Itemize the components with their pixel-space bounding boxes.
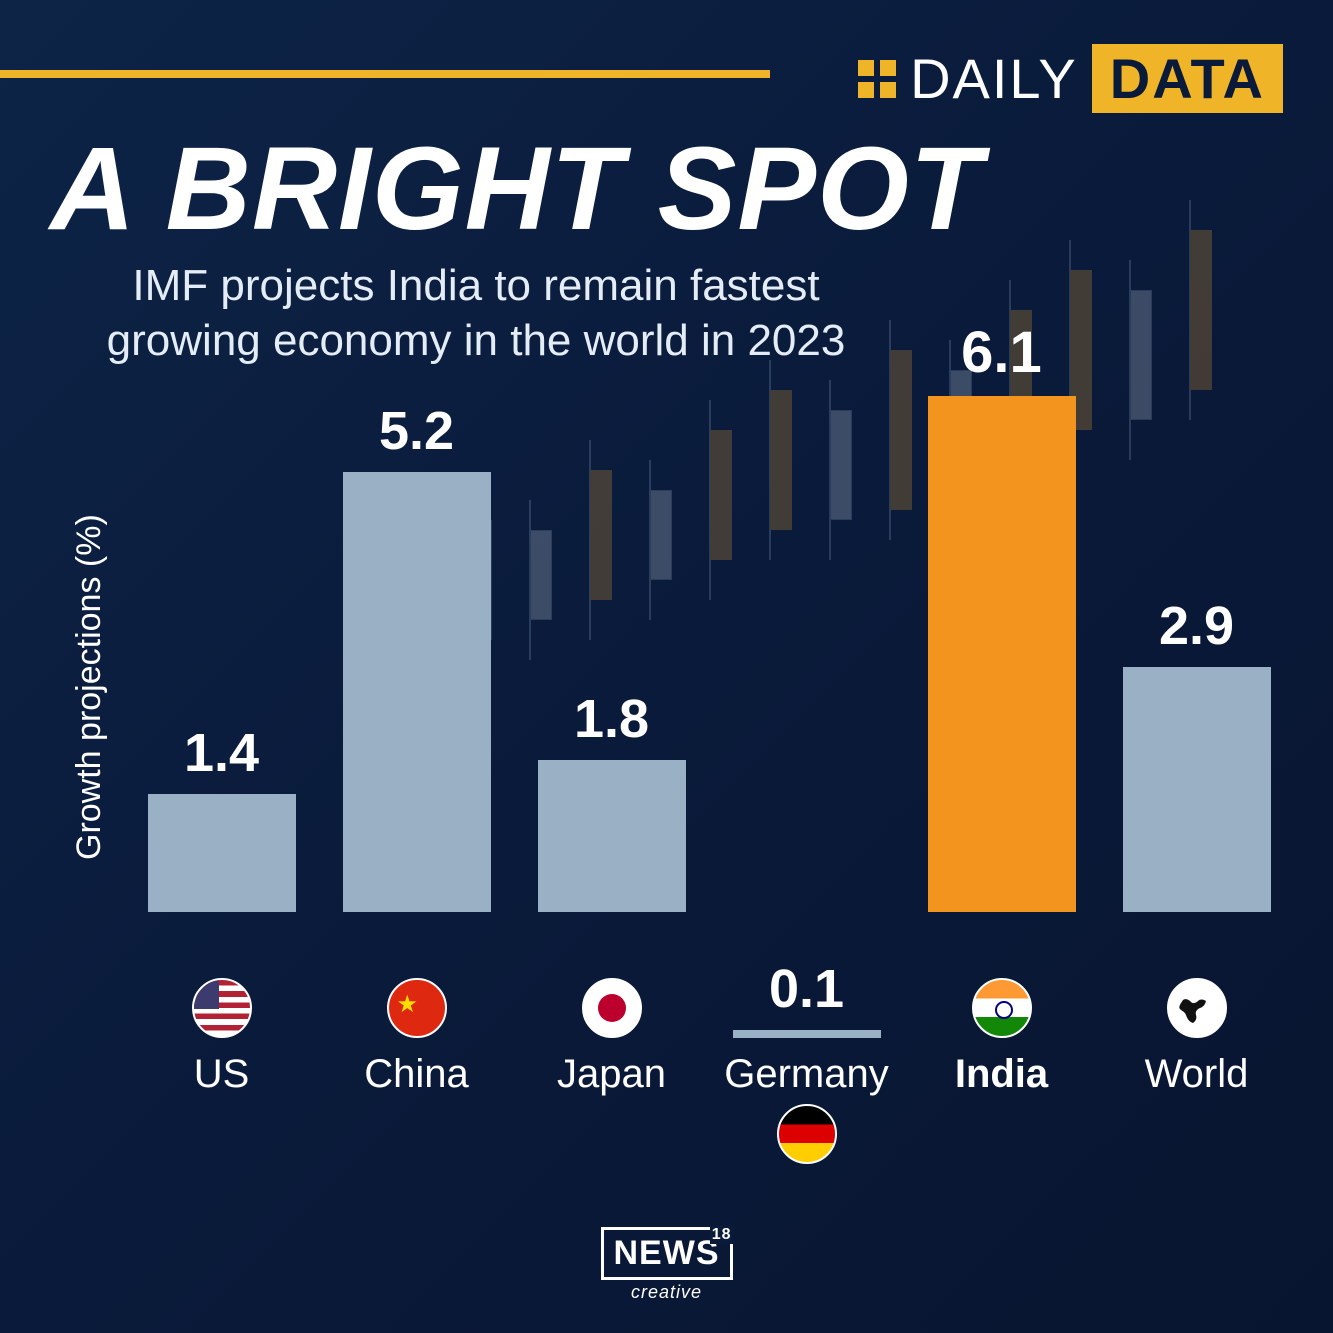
footer-logo-main: NEWS <box>614 1234 720 1272</box>
bar-value: 0.1 <box>769 958 844 1020</box>
bar-value: 6.1 <box>961 319 1042 386</box>
bar-germany: 0.1Germany <box>729 958 884 1038</box>
bar-china: 5.2China <box>339 400 494 1038</box>
bar-rect <box>148 794 296 912</box>
bar-rect <box>733 1030 881 1038</box>
bar-rect <box>538 760 686 912</box>
bar-label: US <box>194 1052 250 1097</box>
subtitle: IMF projects India to remain fastest gro… <box>86 258 866 368</box>
bar-value: 1.4 <box>184 722 259 784</box>
bar-label: World <box>1145 1052 1249 1097</box>
in-flag-icon <box>972 978 1032 1038</box>
bar-japan: 1.8Japan <box>534 688 689 1038</box>
bar-value: 2.9 <box>1159 595 1234 657</box>
brand-word-daily: DAILY <box>910 46 1078 111</box>
bar-label: China <box>364 1052 469 1097</box>
jp-flag-icon <box>582 978 642 1038</box>
world-flag-icon <box>1167 978 1227 1038</box>
bar-value: 5.2 <box>379 400 454 462</box>
y-axis-label: Growth projections (%) <box>70 514 109 860</box>
bar-label: Germany <box>724 1052 889 1097</box>
bar-india: 6.1India <box>924 319 1079 1038</box>
bar-rect <box>928 396 1076 912</box>
main-title: A BRIGHT SPOT <box>50 130 983 248</box>
brand-dots-icon <box>858 60 896 98</box>
bar-value: 1.8 <box>574 688 649 750</box>
growth-bar-chart: Growth projections (%) 1.4US5.2China1.8J… <box>104 440 1284 1160</box>
footer-logo: NEWS18 creative <box>601 1227 733 1303</box>
bar-label: India <box>955 1052 1048 1097</box>
bar-us: 1.4US <box>144 722 299 1038</box>
top-accent-bar <box>0 70 770 78</box>
brand-header: DAILY DATA <box>858 44 1283 113</box>
bar-world: 2.9World <box>1119 595 1274 1038</box>
footer-logo-sub: creative <box>601 1282 733 1303</box>
footer-logo-sup: 18 <box>710 1226 734 1244</box>
bars-container: 1.4US5.2China1.8Japan0.1Germany6.1India2… <box>144 442 1274 1038</box>
bar-rect <box>1123 667 1271 912</box>
bar-label: Japan <box>557 1052 666 1097</box>
brand-word-data: DATA <box>1092 44 1283 113</box>
bar-rect <box>343 472 491 912</box>
us-flag-icon <box>192 978 252 1038</box>
cn-flag-icon <box>387 978 447 1038</box>
de-flag-icon <box>777 1104 837 1164</box>
